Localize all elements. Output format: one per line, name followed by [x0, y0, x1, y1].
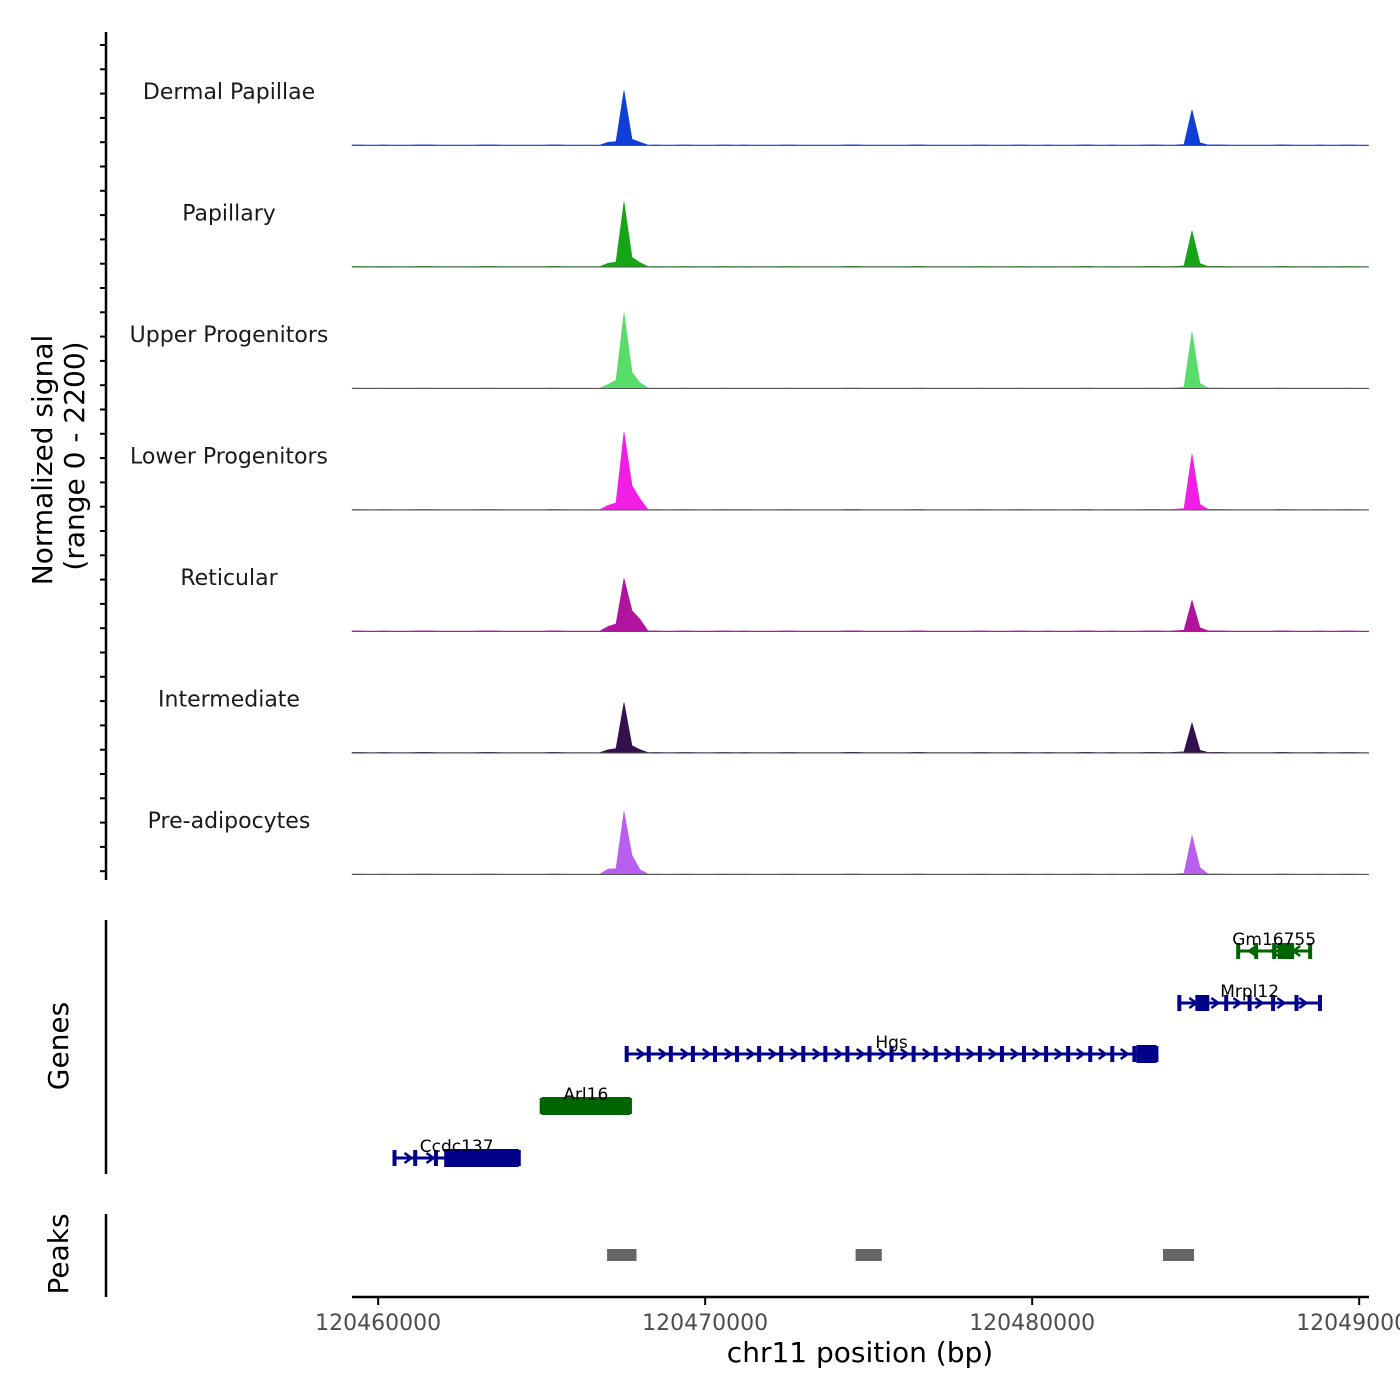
- y-axis-title-line1: Normalized signal: [26, 335, 59, 586]
- track-papillary: Papillary: [182, 202, 1369, 268]
- gene-hgs: Hgs: [625, 1033, 1159, 1063]
- gene-exon: [713, 1046, 717, 1062]
- x-tick-label: 120490000: [1296, 1311, 1400, 1336]
- track-reticular: Reticular: [180, 566, 1369, 632]
- peak-region: [1163, 1249, 1194, 1261]
- peak-region: [856, 1249, 882, 1261]
- track-label: Intermediate: [158, 688, 300, 713]
- y-axis-title-line2: (range 0 - 2200): [58, 341, 91, 570]
- signal-area: [352, 313, 1369, 389]
- track-label: Dermal Papillae: [143, 80, 315, 105]
- gene-exon: [1177, 995, 1181, 1011]
- gene-exon: [978, 1046, 982, 1062]
- x-axis-title: chr11 position (bp): [727, 1336, 993, 1369]
- gene-exon: [669, 1046, 673, 1062]
- track-pre-adipocytes: Pre-adipocytes: [148, 809, 1369, 875]
- track-label: Upper Progenitors: [130, 323, 329, 348]
- gene-exon: [1318, 995, 1322, 1011]
- track-label: Reticular: [180, 566, 278, 591]
- gene-exon: [647, 1046, 651, 1062]
- x-axis: 120460000 120470000 120480000 120490000: [315, 1297, 1400, 1336]
- gene-exon: [823, 1046, 827, 1062]
- coverage-tracks: Dermal Papillae Papillary Upper Progenitor…: [130, 80, 1369, 875]
- signal-area: [352, 91, 1369, 146]
- track-upper-progenitors: Upper Progenitors: [130, 313, 1369, 389]
- track-intermediate: Intermediate: [158, 688, 1369, 754]
- track-label: Papillary: [182, 202, 276, 227]
- x-tick-label: 120470000: [642, 1311, 768, 1336]
- x-tick-label: 120480000: [969, 1311, 1095, 1336]
- gene-annotation-panel: Gm16755 Mrpl12 Hgs Arl16 Ccdc137: [106, 920, 1322, 1174]
- coverage-plot: Dermal Papillae Papillary Upper Progenitor…: [0, 0, 1400, 1400]
- signal-area: [352, 202, 1369, 267]
- signal-area: [352, 579, 1369, 632]
- gene-exon: [1110, 1046, 1114, 1062]
- genes-panel-label: Genes: [42, 1002, 75, 1090]
- gene-label: Mrpl12: [1220, 982, 1279, 1002]
- gene-exon: [625, 1046, 629, 1062]
- gene-cds: [1136, 1045, 1156, 1063]
- gene-exon: [1295, 995, 1299, 1011]
- signal-axis: [100, 32, 106, 880]
- gene-label: Gm16755: [1232, 930, 1316, 950]
- gene-exon: [779, 1046, 783, 1062]
- gene-label: Hgs: [875, 1033, 908, 1053]
- gene-exon: [1044, 1046, 1048, 1062]
- gene-ccdc137: Ccdc137: [393, 1137, 521, 1167]
- signal-area: [352, 703, 1369, 753]
- signal-area: [352, 812, 1369, 875]
- track-lower-progenitors: Lower Progenitors: [130, 432, 1369, 510]
- gene-label: Ccdc137: [420, 1137, 494, 1157]
- gene-exon: [1132, 1046, 1136, 1062]
- gene-exon: [1088, 1046, 1092, 1062]
- gene-cds: [1195, 995, 1209, 1011]
- gene-exon: [757, 1046, 761, 1062]
- track-dermal-papillae: Dermal Papillae: [143, 80, 1369, 146]
- gene-exon: [867, 1046, 871, 1062]
- gene-arl16: Arl16: [540, 1085, 632, 1115]
- gene-exon: [845, 1046, 849, 1062]
- gene-exon: [801, 1046, 805, 1062]
- gene-exon: [691, 1046, 695, 1062]
- track-label: Pre-adipocytes: [148, 809, 311, 834]
- signal-area: [352, 432, 1369, 510]
- gene-exon: [413, 1150, 417, 1166]
- gene-gm16755: Gm16755: [1232, 930, 1316, 959]
- gene-exon: [1066, 1046, 1070, 1062]
- peak-region: [607, 1249, 636, 1261]
- peaks-panel: [106, 1214, 1194, 1297]
- gene-exon: [1000, 1046, 1004, 1062]
- gene-label: Arl16: [563, 1085, 608, 1105]
- gene-exon: [912, 1046, 916, 1062]
- gene-mrpl12: Mrpl12: [1177, 982, 1322, 1011]
- peaks-panel-label: Peaks: [42, 1213, 75, 1294]
- track-label: Lower Progenitors: [130, 445, 328, 470]
- gene-exon: [393, 1150, 397, 1166]
- x-tick-label: 120460000: [315, 1311, 441, 1336]
- gene-exon: [934, 1046, 938, 1062]
- gene-exon: [1022, 1046, 1026, 1062]
- gene-exon: [956, 1046, 960, 1062]
- gene-exon: [735, 1046, 739, 1062]
